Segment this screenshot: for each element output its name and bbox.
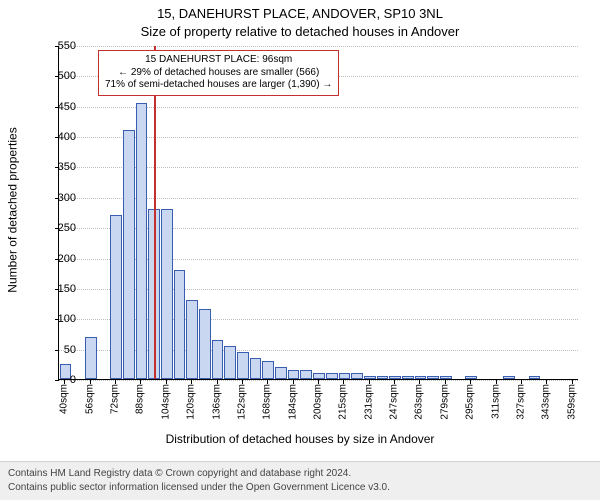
x-tick-label: 88sqm xyxy=(135,384,146,414)
histogram-bar xyxy=(161,209,173,379)
histogram-bar xyxy=(339,373,351,379)
annotation-line: 71% of semi-detached houses are larger (… xyxy=(105,79,332,92)
property-marker-line xyxy=(154,46,156,379)
annotation-box: 15 DANEHURST PLACE: 96sqm← 29% of detach… xyxy=(98,50,339,96)
histogram-bar xyxy=(465,376,477,379)
histogram-bar xyxy=(377,376,389,379)
histogram-bar xyxy=(288,370,300,379)
x-tick-label: 136sqm xyxy=(211,384,222,420)
x-tick-label: 359sqm xyxy=(566,384,577,420)
y-tick-label: 50 xyxy=(46,344,76,356)
x-tick-label: 184sqm xyxy=(287,384,298,420)
x-tick-label: 231sqm xyxy=(363,384,374,420)
histogram-bar xyxy=(136,103,148,379)
y-axis-label: Number of detached properties xyxy=(6,0,20,420)
x-tick-label: 263sqm xyxy=(414,384,425,420)
x-tick-label: 72sqm xyxy=(110,384,121,414)
histogram-bar xyxy=(110,215,122,379)
histogram-bar xyxy=(300,370,312,379)
histogram-bar xyxy=(415,376,427,379)
annotation-line: 15 DANEHURST PLACE: 96sqm xyxy=(105,54,332,67)
y-tick-label: 400 xyxy=(46,131,76,143)
histogram-bar xyxy=(186,300,198,379)
plot-area xyxy=(58,46,578,380)
x-tick-label: 295sqm xyxy=(465,384,476,420)
y-tick-label: 250 xyxy=(46,222,76,234)
histogram-bar xyxy=(237,352,249,379)
y-tick-label: 200 xyxy=(46,253,76,265)
y-tick-label: 100 xyxy=(46,313,76,325)
histogram-bar xyxy=(313,373,325,379)
chart-container: 15, DANEHURST PLACE, ANDOVER, SP10 3NL S… xyxy=(0,0,600,500)
x-tick-label: 247sqm xyxy=(389,384,400,420)
footer-line2: Contains public sector information licen… xyxy=(8,481,592,495)
x-axis-label: Distribution of detached houses by size … xyxy=(0,432,600,446)
x-tick-label: 104sqm xyxy=(160,384,171,420)
histogram-bar xyxy=(212,340,224,379)
histogram-bar xyxy=(85,337,97,380)
histogram-bar xyxy=(440,376,452,379)
histogram-bar xyxy=(262,361,274,379)
footer-line1: Contains HM Land Registry data © Crown c… xyxy=(8,467,592,481)
grid-line xyxy=(59,46,578,47)
histogram-bar xyxy=(402,376,414,379)
x-tick-label: 343sqm xyxy=(541,384,552,420)
histogram-bar xyxy=(250,358,262,379)
y-tick-label: 550 xyxy=(46,40,76,52)
chart-title-line2: Size of property relative to detached ho… xyxy=(0,24,600,39)
x-tick-label: 200sqm xyxy=(313,384,324,420)
footer: Contains HM Land Registry data © Crown c… xyxy=(0,461,600,500)
x-tick-label: 56sqm xyxy=(84,384,95,414)
histogram-bar xyxy=(199,309,211,379)
histogram-bar xyxy=(389,376,401,379)
x-tick-label: 168sqm xyxy=(262,384,273,420)
histogram-bar xyxy=(275,367,287,379)
y-tick-label: 300 xyxy=(46,192,76,204)
annotation-line: ← 29% of detached houses are smaller (56… xyxy=(105,67,332,80)
histogram-bar xyxy=(174,270,186,379)
histogram-bar xyxy=(503,376,515,379)
histogram-bar xyxy=(529,376,541,379)
histogram-bar xyxy=(224,346,236,379)
x-tick-label: 327sqm xyxy=(515,384,526,420)
histogram-bar xyxy=(427,376,439,379)
x-tick-label: 311sqm xyxy=(490,384,501,419)
x-tick-label: 215sqm xyxy=(338,384,349,420)
histogram-bar xyxy=(326,373,338,379)
x-tick-label: 120sqm xyxy=(186,384,197,420)
histogram-bar xyxy=(364,376,376,379)
x-tick-label: 279sqm xyxy=(439,384,450,420)
y-tick-label: 350 xyxy=(46,161,76,173)
histogram-bar xyxy=(351,373,363,379)
chart-title-line1: 15, DANEHURST PLACE, ANDOVER, SP10 3NL xyxy=(0,6,600,21)
y-tick-label: 500 xyxy=(46,70,76,82)
y-tick-label: 150 xyxy=(46,283,76,295)
x-tick-label: 152sqm xyxy=(236,384,247,420)
histogram-bar xyxy=(123,130,135,379)
x-tick-label: 40sqm xyxy=(59,384,70,414)
y-tick-label: 450 xyxy=(46,101,76,113)
